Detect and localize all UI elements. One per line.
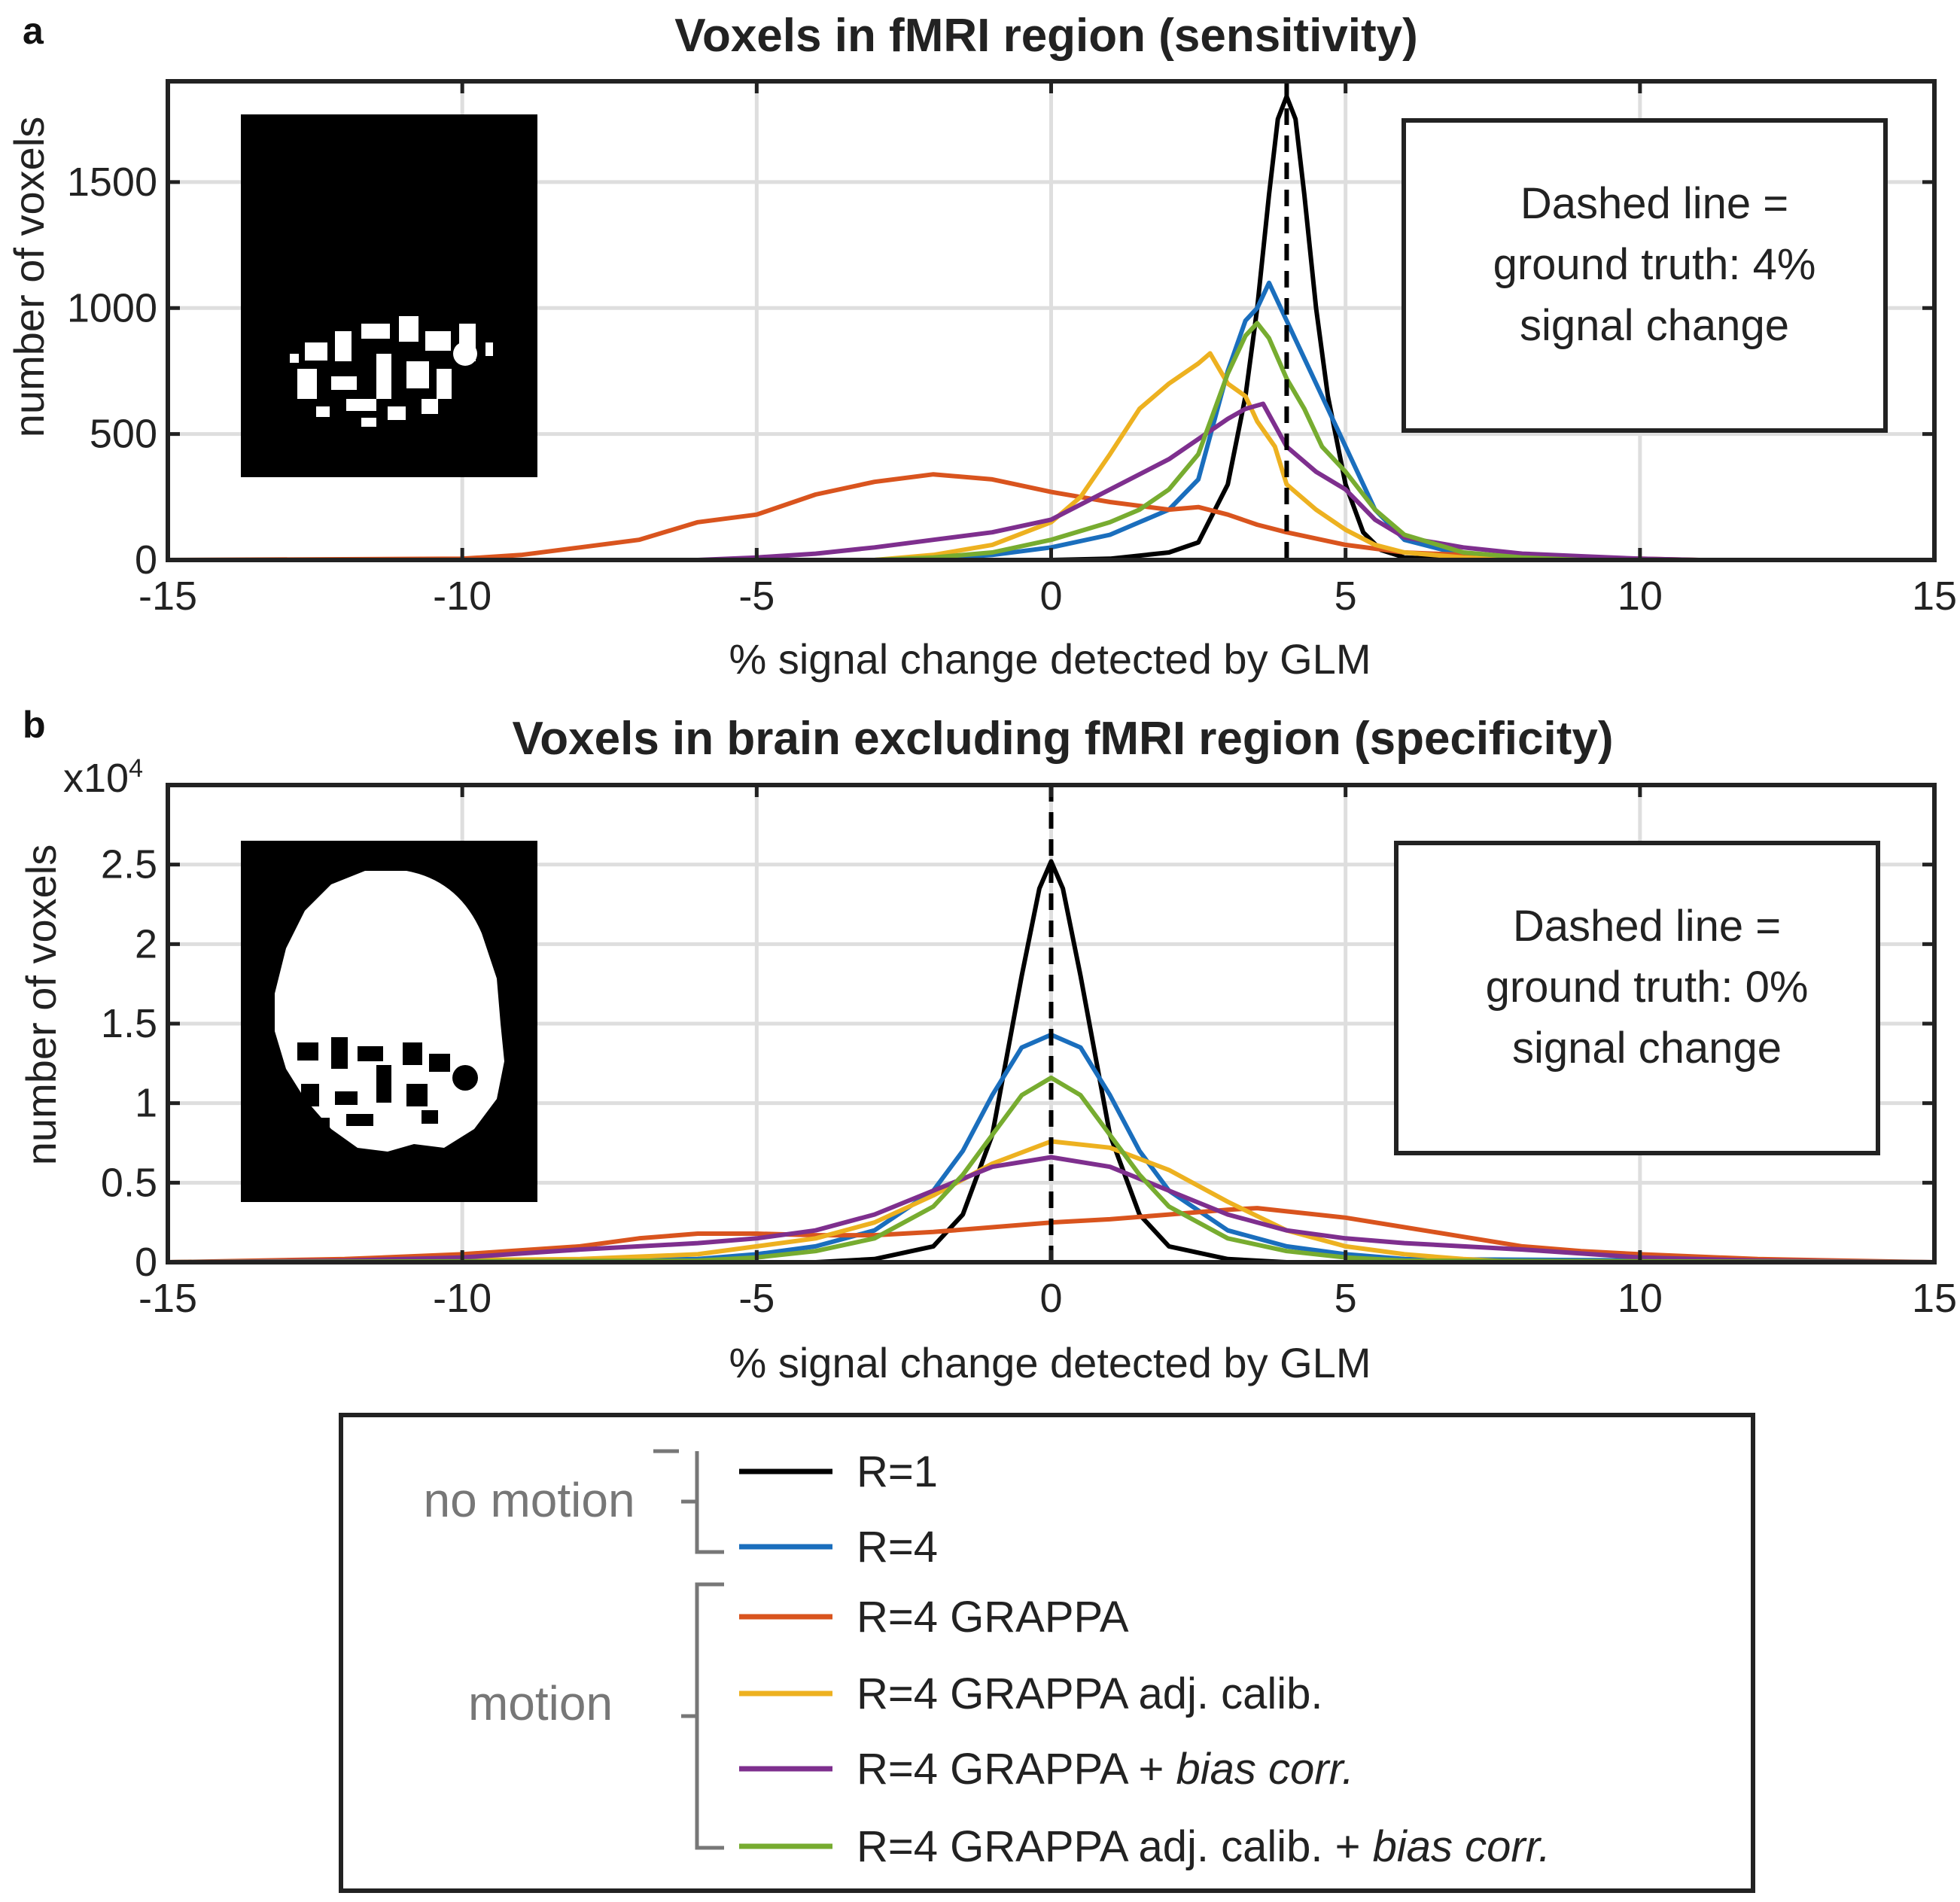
- panel-a-ylabel: number of voxels: [5, 117, 53, 437]
- panel-a-annotation-line-1: Dashed line =: [1520, 179, 1788, 228]
- x-tick-label: -10: [433, 1276, 492, 1321]
- x-tick-label: -15: [138, 1276, 197, 1321]
- x-tick-label: 10: [1618, 574, 1663, 619]
- y-tick-label: 500: [90, 412, 157, 457]
- x-tick-label: -10: [433, 574, 492, 619]
- x-tick-label: 10: [1618, 1276, 1663, 1321]
- series-line-grappa_adj_bias: [167, 1075, 1935, 1264]
- panel-a-xlabel: % signal change detected by GLM: [729, 635, 1371, 683]
- legend-label-grappa_bias: R=4 GRAPPA + bias corr.: [857, 1745, 1354, 1794]
- legend-group-no-motion: no motion: [423, 1473, 635, 1527]
- legend: no motion motion R=1 R=4 R=4 GRAPPA R=4 GRA…: [339, 1413, 1755, 1893]
- panel-letter-b: b: [23, 704, 46, 746]
- legend-label-r4: R=4: [857, 1523, 938, 1572]
- x-tick-label: 15: [1912, 1276, 1957, 1321]
- panel-b-yscale-factor: x104: [63, 754, 143, 801]
- series-line-r4: [168, 280, 1934, 562]
- panel-b-annotation-line-3: signal change: [1512, 1024, 1782, 1073]
- series-line-grappa_bias: [167, 1155, 1935, 1264]
- series-line-grappa_adj: [168, 351, 1934, 562]
- x-tick-label: 5: [1335, 1276, 1357, 1321]
- x-tick-label: 15: [1912, 574, 1957, 619]
- y-tick-label: 1500: [67, 160, 157, 205]
- panel-a: a Voxels in fMRI region (sensitivity) nu…: [5, 10, 1957, 683]
- y-tick-label: 2.5: [101, 842, 157, 887]
- y-tick-label: 0.5: [101, 1160, 157, 1205]
- panel-a-annotation-box: [1402, 118, 1888, 433]
- x-tick-label: -5: [738, 574, 775, 619]
- y-tick-label: 1: [135, 1081, 157, 1126]
- panel-b-series: [167, 859, 1935, 1264]
- legend-label-grappa: R=4 GRAPPA: [857, 1593, 1129, 1642]
- panel-a-annotation-line-2: ground truth: 4%: [1493, 240, 1816, 289]
- panel-b: b Voxels in brain excluding fMRI region …: [17, 704, 1957, 1386]
- y-tick-label: 0: [135, 537, 157, 583]
- series-line-r1: [168, 859, 1934, 1264]
- x-tick-label: 5: [1335, 574, 1357, 619]
- y-tick-label: 0: [135, 1240, 157, 1285]
- panel-b-tick-labels: -15 -10 -5 0 5 10 15 0 0.5 1 1.5 2 2.5: [101, 785, 1957, 1321]
- legend-label-r1: R=1: [857, 1447, 938, 1496]
- series-line-grappa_bias: [168, 401, 1934, 562]
- panel-letter-a: a: [23, 10, 44, 52]
- y-tick-label: 2: [135, 921, 157, 966]
- legend-group-motion: motion: [468, 1676, 613, 1730]
- panel-a-annotation-line-3: signal change: [1520, 301, 1789, 350]
- x-tick-label: -5: [738, 1276, 775, 1321]
- panel-a-inset-mask: [241, 114, 537, 477]
- legend-group-brackets: [653, 1449, 724, 1850]
- panel-b-annotation-line-1: Dashed line =: [1513, 902, 1781, 951]
- legend-entries: R=1 R=4 R=4 GRAPPA R=4 GRAPPA adj. calib. R=…: [739, 1447, 1551, 1871]
- panel-b-annotation-line-2: ground truth: 0%: [1486, 963, 1809, 1012]
- panel-b-title: Voxels in brain excluding fMRI region (s…: [513, 713, 1614, 765]
- x-tick-label: 0: [1039, 574, 1062, 619]
- series-line-grappa_adj_bias: [168, 321, 1934, 562]
- series-line-grappa_adj: [167, 1139, 1934, 1264]
- legend-label-grappa_adj: R=4 GRAPPA adj. calib.: [857, 1669, 1323, 1718]
- panel-b-xlabel: % signal change detected by GLM: [729, 1339, 1371, 1386]
- legend-box: [339, 1413, 1755, 1893]
- y-tick-label: 1.5: [101, 1001, 157, 1046]
- panel-a-title: Voxels in fMRI region (sensitivity): [674, 10, 1418, 62]
- x-tick-label: -15: [138, 574, 197, 619]
- legend-label-grappa_adj_bias: R=4 GRAPPA adj. calib. + bias corr.: [857, 1822, 1551, 1871]
- y-tick-label: 1000: [67, 285, 157, 330]
- panel-b-annotation-box: [1394, 841, 1880, 1155]
- panel-b-inset-mask: [241, 841, 537, 1202]
- series-line-grappa: [167, 1206, 1935, 1264]
- panel-b-ylabel: number of voxels: [17, 844, 65, 1165]
- panel-a-series: [167, 94, 1934, 562]
- panel-a-tick-labels: -15 -10 -5 0 5 10 15 0 500 1000 1500: [67, 81, 1957, 619]
- x-tick-label: 0: [1039, 1276, 1062, 1321]
